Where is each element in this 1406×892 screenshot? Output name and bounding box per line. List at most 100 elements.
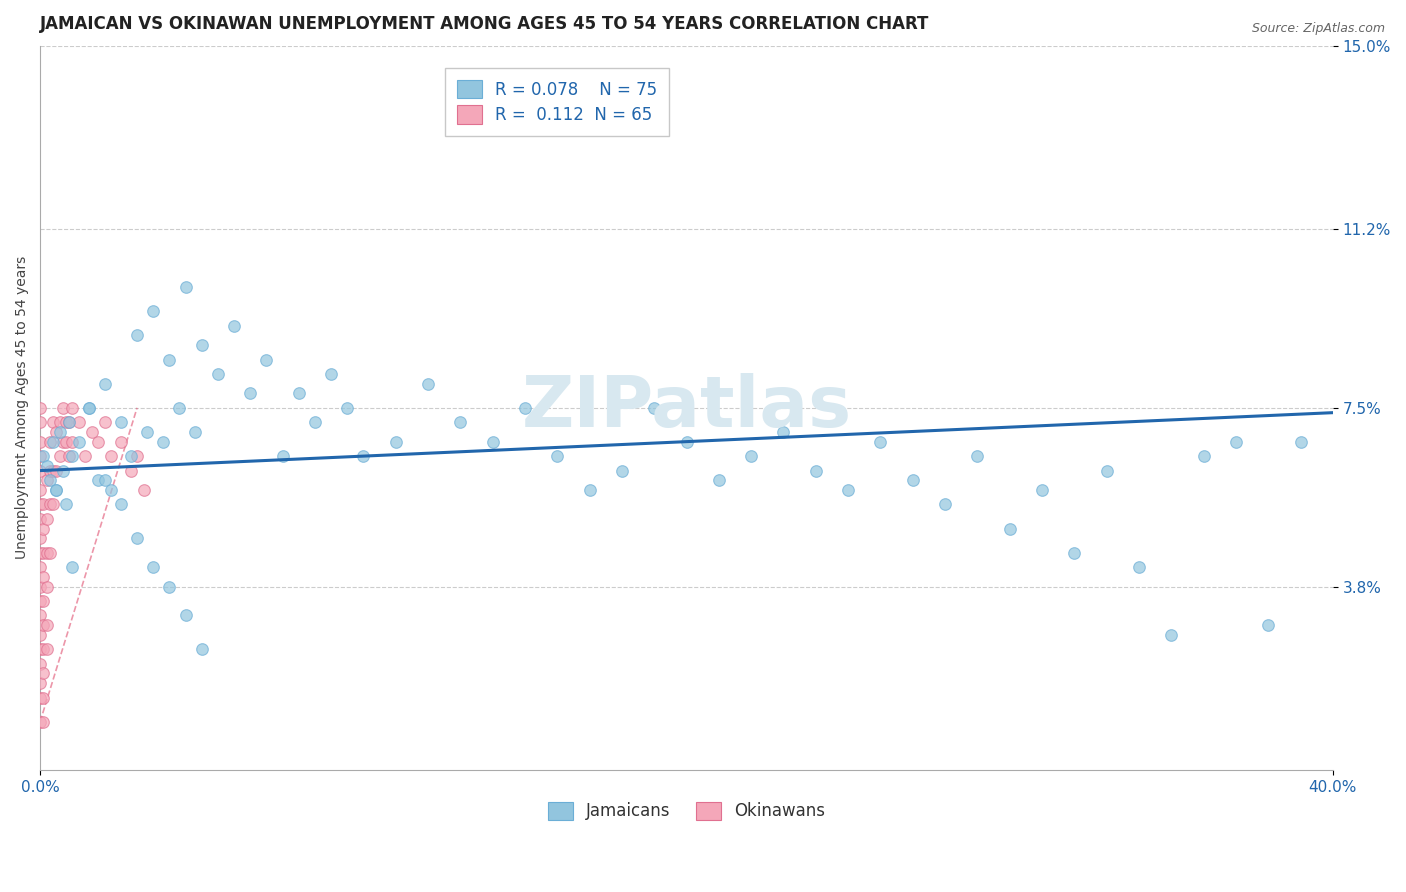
Point	[80, 425, 103, 439]
Text: Source: ZipAtlas.com: Source: ZipAtlas.com	[1251, 22, 1385, 36]
Point	[190, 642, 212, 657]
Point	[55, 415, 77, 429]
Point	[675, 434, 697, 449]
Point	[32, 642, 55, 657]
Point	[87, 434, 110, 449]
Point	[1063, 546, 1085, 560]
Point	[52, 434, 75, 449]
Point	[481, 434, 503, 449]
Point	[1225, 434, 1247, 449]
Point	[55, 497, 77, 511]
Point	[30, 464, 52, 478]
Point	[352, 449, 374, 463]
Point	[32, 497, 55, 511]
Point	[42, 434, 65, 449]
Point	[35, 512, 58, 526]
Point	[48, 415, 70, 429]
Point	[42, 464, 65, 478]
Point	[110, 497, 132, 511]
Point	[58, 449, 80, 463]
Point	[94, 415, 117, 429]
Point	[110, 434, 132, 449]
Point	[643, 401, 665, 415]
Point	[125, 531, 148, 545]
Point	[100, 449, 122, 463]
Point	[35, 580, 58, 594]
Point	[38, 473, 60, 487]
Point	[207, 367, 229, 381]
Point	[67, 434, 90, 449]
Point	[94, 376, 117, 391]
Point	[30, 657, 52, 671]
Point	[546, 449, 568, 463]
Point	[30, 531, 52, 545]
Point	[319, 367, 342, 381]
Point	[87, 473, 110, 487]
Point	[184, 425, 207, 439]
Point	[804, 464, 827, 478]
Point	[32, 690, 55, 705]
Point	[42, 497, 65, 511]
Point	[48, 449, 70, 463]
Point	[1289, 434, 1312, 449]
Point	[30, 497, 52, 511]
Point	[578, 483, 600, 497]
Point	[58, 415, 80, 429]
Point	[30, 546, 52, 560]
Point	[287, 386, 309, 401]
Point	[966, 449, 988, 463]
Point	[132, 483, 155, 497]
Point	[30, 714, 52, 729]
Point	[35, 458, 58, 473]
Point	[142, 560, 165, 574]
Point	[120, 449, 142, 463]
Point	[38, 464, 60, 478]
Point	[416, 376, 439, 391]
Point	[30, 415, 52, 429]
Point	[239, 386, 262, 401]
Point	[30, 449, 52, 463]
Text: ZIPatlas: ZIPatlas	[522, 374, 852, 442]
Point	[30, 690, 52, 705]
Point	[32, 594, 55, 608]
Point	[62, 449, 84, 463]
Point	[52, 401, 75, 415]
Point	[30, 580, 52, 594]
Point	[62, 434, 84, 449]
Point	[30, 628, 52, 642]
Point	[157, 580, 180, 594]
Point	[30, 676, 52, 690]
Point	[30, 594, 52, 608]
Point	[740, 449, 762, 463]
Point	[30, 401, 52, 415]
Point	[30, 483, 52, 497]
Point	[1257, 618, 1279, 632]
Point	[32, 570, 55, 584]
Point	[901, 473, 924, 487]
Point	[32, 618, 55, 632]
Point	[513, 401, 536, 415]
Point	[67, 415, 90, 429]
Point	[142, 304, 165, 318]
Point	[32, 449, 55, 463]
Point	[45, 483, 67, 497]
Point	[125, 449, 148, 463]
Point	[38, 546, 60, 560]
Point	[30, 560, 52, 574]
Point	[157, 352, 180, 367]
Point	[35, 642, 58, 657]
Point	[35, 473, 58, 487]
Point	[610, 464, 633, 478]
Point	[35, 618, 58, 632]
Point	[167, 401, 190, 415]
Point	[35, 546, 58, 560]
Point	[55, 434, 77, 449]
Point	[48, 425, 70, 439]
Point	[707, 473, 730, 487]
Point	[254, 352, 277, 367]
Legend: Jamaicans, Okinawans: Jamaicans, Okinawans	[541, 795, 832, 827]
Point	[110, 415, 132, 429]
Point	[152, 434, 174, 449]
Point	[32, 522, 55, 536]
Point	[336, 401, 359, 415]
